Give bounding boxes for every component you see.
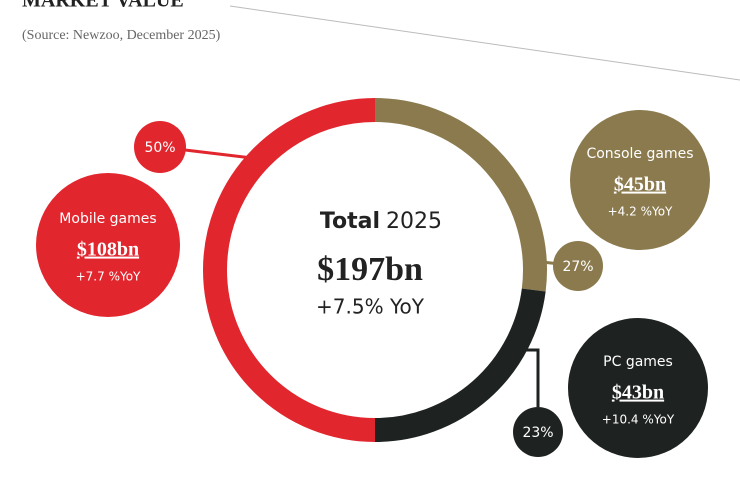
growth-label: +4.2 %YoY	[608, 205, 673, 219]
share-label: 50%	[144, 140, 175, 156]
donut-segment	[203, 98, 376, 442]
share-label: 23%	[522, 425, 553, 441]
share-bubble	[513, 407, 563, 457]
center-growth: +7.5% YoY	[316, 295, 425, 319]
amount-label: $45bn	[614, 174, 666, 196]
growth-label: +7.7 %YoY	[76, 270, 141, 284]
category-bubble	[570, 110, 710, 250]
category-label: Mobile games	[59, 211, 156, 227]
category-bubble	[36, 173, 180, 317]
category-label: Console games	[586, 146, 693, 162]
center-label: Total	[320, 209, 380, 234]
share-bubble	[134, 121, 186, 173]
center-year: 2025	[386, 209, 442, 234]
chart-title: MARKET VALUE	[22, 0, 184, 12]
amount-label: $108bn	[77, 239, 139, 261]
growth-label: +10.4 %YoY	[602, 413, 675, 427]
category-bubble	[568, 318, 708, 458]
category-label: PC games	[603, 354, 673, 370]
share-label: 27%	[562, 259, 593, 275]
leader-line	[520, 348, 540, 407]
decor-rule	[229, 5, 740, 81]
amount-label: $43bn	[612, 382, 664, 404]
donut-segment	[374, 98, 547, 292]
chart-subtitle: (Source: Newzoo, December 2025)	[22, 28, 221, 43]
share-bubble	[553, 241, 603, 291]
center-amount: $197bn	[317, 251, 423, 288]
donut-segment	[374, 288, 546, 442]
